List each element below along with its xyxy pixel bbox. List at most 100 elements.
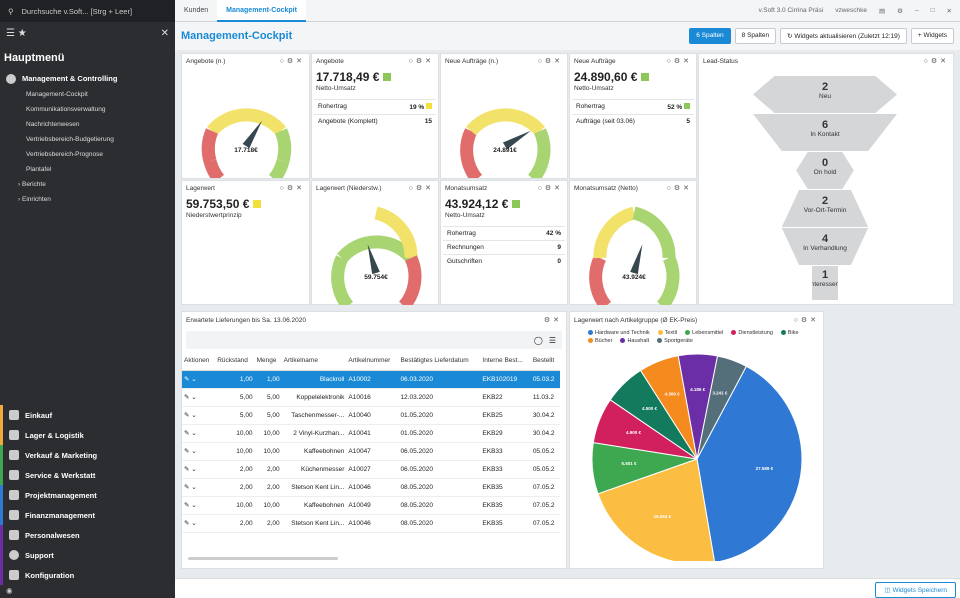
- edit-icon[interactable]: ✎ ⌄: [182, 514, 216, 533]
- save-widgets-button[interactable]: ◫ Widgets Speichern: [875, 582, 956, 598]
- menu-item-budgetierung[interactable]: Vertriebsbereich-Budgetierung: [26, 136, 114, 143]
- menu-support[interactable]: Support: [0, 545, 175, 565]
- table-row[interactable]: ✎ ⌄ 5,00 5,00 Taschenmesser-... A10040 01.05.…: [182, 406, 560, 425]
- close-window-icon[interactable]: ✕: [946, 7, 952, 15]
- widget-tools[interactable]: ○⚙✕: [666, 185, 692, 192]
- edit-icon[interactable]: ✎ ⌄: [182, 370, 216, 389]
- table-cell: A10040: [346, 406, 399, 425]
- six-columns-button[interactable]: 6 Spalten: [689, 28, 731, 44]
- menu-item-nachrichten[interactable]: Nachrichtenwesen: [26, 121, 80, 128]
- lead-stage-kontakt[interactable]: 6 In Kontakt: [753, 114, 897, 151]
- tab-cockpit[interactable]: Management-Cockpit: [217, 0, 306, 22]
- horizontal-scrollbar[interactable]: [188, 557, 338, 560]
- sidebar-search[interactable]: ⚲ Durchsuche v.Soft... [Strg + Leer]: [0, 0, 175, 22]
- edit-icon[interactable]: ✎ ⌄: [182, 460, 216, 479]
- table-row[interactable]: ✎ ⌄ 2,00 2,00 Stetson Kent Lin... A10046 08.0…: [182, 478, 560, 497]
- menu-item-prognose[interactable]: Vertriebsbereich-Prognose: [26, 151, 103, 158]
- table-row[interactable]: ✎ ⌄ 10,00 10,00 Kaffeebohnen A10047 06.05.202…: [182, 442, 560, 461]
- widget-tools[interactable]: ○⚙✕: [923, 58, 949, 65]
- menu-item-plantafel[interactable]: Plantafel: [26, 166, 52, 173]
- gauge-auftraege: [460, 108, 551, 184]
- edit-icon[interactable]: ✎ ⌄: [182, 442, 216, 461]
- legend-item[interactable]: Lebensmittel: [685, 330, 723, 336]
- edit-icon[interactable]: ✎ ⌄: [182, 424, 216, 443]
- legend-item[interactable]: Haushalt: [620, 338, 649, 344]
- filter-icon[interactable]: ◯: [533, 335, 543, 345]
- table-cell: EKB33: [480, 460, 531, 479]
- widget-tools[interactable]: ○⚙✕: [666, 58, 692, 65]
- menu-item-berichte[interactable]: › Berichte: [18, 181, 46, 188]
- widget-tools[interactable]: ○⚙✕: [408, 58, 434, 65]
- lead-stage-interessent[interactable]: 1 Interessent: [812, 266, 838, 300]
- legend-item[interactable]: Textil: [657, 330, 677, 336]
- kpi-value: 59.753,50 €: [186, 197, 250, 211]
- widget-tools[interactable]: ○⚙✕: [537, 58, 563, 65]
- col-header[interactable]: Artikelnummer: [346, 352, 399, 371]
- menu-service[interactable]: Service & Werkstatt: [0, 465, 175, 485]
- legend-item[interactable]: Bike: [780, 330, 799, 336]
- table-row[interactable]: ✎ ⌄ 2,00 2,00 Stetson Kent Lin... A10046 08.0…: [182, 514, 560, 533]
- col-header[interactable]: Interne Best...: [480, 352, 531, 371]
- col-header[interactable]: Artikelname: [281, 352, 347, 371]
- minimize-icon[interactable]: –: [914, 7, 919, 14]
- refresh-widgets-button[interactable]: ↻ Widgets aktualisieren (Zuletzt 12:19): [780, 28, 907, 44]
- menu-konfiguration[interactable]: Konfiguration: [0, 565, 175, 585]
- col-header[interactable]: Menge: [254, 352, 282, 371]
- pie-slice-7[interactable]: [696, 355, 747, 460]
- lead-stage-onhold[interactable]: 0 On hold: [796, 152, 854, 189]
- search-icon: ⚲: [8, 6, 14, 16]
- table-cell: 08.05.2020: [398, 496, 481, 515]
- eight-columns-button[interactable]: 8 Spalten: [734, 28, 777, 44]
- edit-icon[interactable]: ✎ ⌄: [182, 496, 216, 515]
- col-header[interactable]: Aktionen: [182, 352, 216, 371]
- table-row[interactable]: ✎ ⌄ 5,00 5,00 Koppelelektronik A10016 12.03.2…: [182, 388, 560, 407]
- menu-lager[interactable]: Lager & Logistik: [0, 425, 175, 445]
- chat-icon[interactable]: ▤: [879, 7, 886, 15]
- legend-item[interactable]: Hardware und Technik: [588, 330, 650, 336]
- eye-icon[interactable]: ◉: [6, 586, 13, 595]
- table-row[interactable]: ✎ ⌄ 1,00 1,00 Blackroll A10002 06.03.2020 EKB1…: [182, 370, 560, 389]
- table-row[interactable]: ✎ ⌄ 10,00 10,00 Kaffeebohnen A10049 08.05.202…: [182, 496, 560, 515]
- menu-item-kommunikation[interactable]: Kommunikationsverwaltung: [26, 106, 106, 113]
- legend-item[interactable]: Sportgeräte: [657, 338, 693, 344]
- menu-verkauf[interactable]: Verkauf & Marketing: [0, 445, 175, 465]
- table-cell: EKB102019: [480, 370, 531, 389]
- menu-group-management[interactable]: Management & Controlling: [0, 70, 175, 87]
- widget-tools[interactable]: ○⚙✕: [793, 317, 819, 324]
- lead-stage-vorort[interactable]: 2 Vor-Ort-Termin: [781, 190, 869, 227]
- pie-slice-0[interactable]: [696, 365, 803, 564]
- menu-item-einrichten[interactable]: › Einrichten: [18, 196, 51, 203]
- col-header[interactable]: Rückstand: [215, 352, 255, 371]
- widget-tools[interactable]: ○⚙✕: [408, 185, 434, 192]
- lead-stage-neu[interactable]: 2 Neu: [753, 76, 897, 113]
- tab-kunden[interactable]: Kunden: [184, 6, 209, 14]
- menu-personal[interactable]: Personalwesen: [0, 525, 175, 545]
- widget-tools[interactable]: ○⚙✕: [537, 185, 563, 192]
- widget-tools[interactable]: ○⚙✕: [279, 185, 305, 192]
- table-row[interactable]: ✎ ⌄ 10,00 10,00 2 Vinyl-Kurzhan... A10041 01.…: [182, 424, 560, 443]
- widget-tools[interactable]: ○⚙✕: [279, 58, 305, 65]
- widget-tools[interactable]: ⚙✕: [543, 317, 562, 324]
- menu-projekt[interactable]: Projektmanagement: [0, 485, 175, 505]
- menu-finanz[interactable]: Finanzmanagement: [0, 505, 175, 525]
- legend-item[interactable]: Bücher: [588, 338, 612, 344]
- col-header[interactable]: Bestellt: [530, 352, 560, 371]
- close-icon[interactable]: ✕: [160, 27, 169, 39]
- gear-icon[interactable]: ⚙: [897, 7, 903, 15]
- edit-icon[interactable]: ✎ ⌄: [182, 478, 216, 497]
- user-name[interactable]: vzweschke: [835, 7, 867, 14]
- search-input[interactable]: Durchsuche v.Soft... [Strg + Leer]: [21, 6, 133, 16]
- legend-item[interactable]: Dienstleistung: [731, 330, 773, 336]
- maximize-icon[interactable]: □: [930, 7, 935, 14]
- menu-icon[interactable]: ☰: [548, 335, 556, 345]
- table-row[interactable]: ✎ ⌄ 2,00 2,00 Küchenmesser A10027 06.05.2020 E…: [182, 460, 560, 479]
- star-icon[interactable]: ★: [17, 27, 27, 39]
- menu-item-cockpit[interactable]: Management-Cockpit: [26, 91, 88, 98]
- edit-icon[interactable]: ✎ ⌄: [182, 406, 216, 425]
- list-icon[interactable]: ☰: [6, 27, 15, 39]
- lead-stage-verhandlung[interactable]: 4 In Verhandlung: [781, 228, 869, 265]
- add-widgets-button[interactable]: + Widgets: [910, 28, 954, 44]
- col-header[interactable]: Bestätigtes Lieferdatum: [398, 352, 481, 371]
- edit-icon[interactable]: ✎ ⌄: [182, 388, 216, 407]
- menu-einkauf[interactable]: Einkauf: [0, 405, 175, 425]
